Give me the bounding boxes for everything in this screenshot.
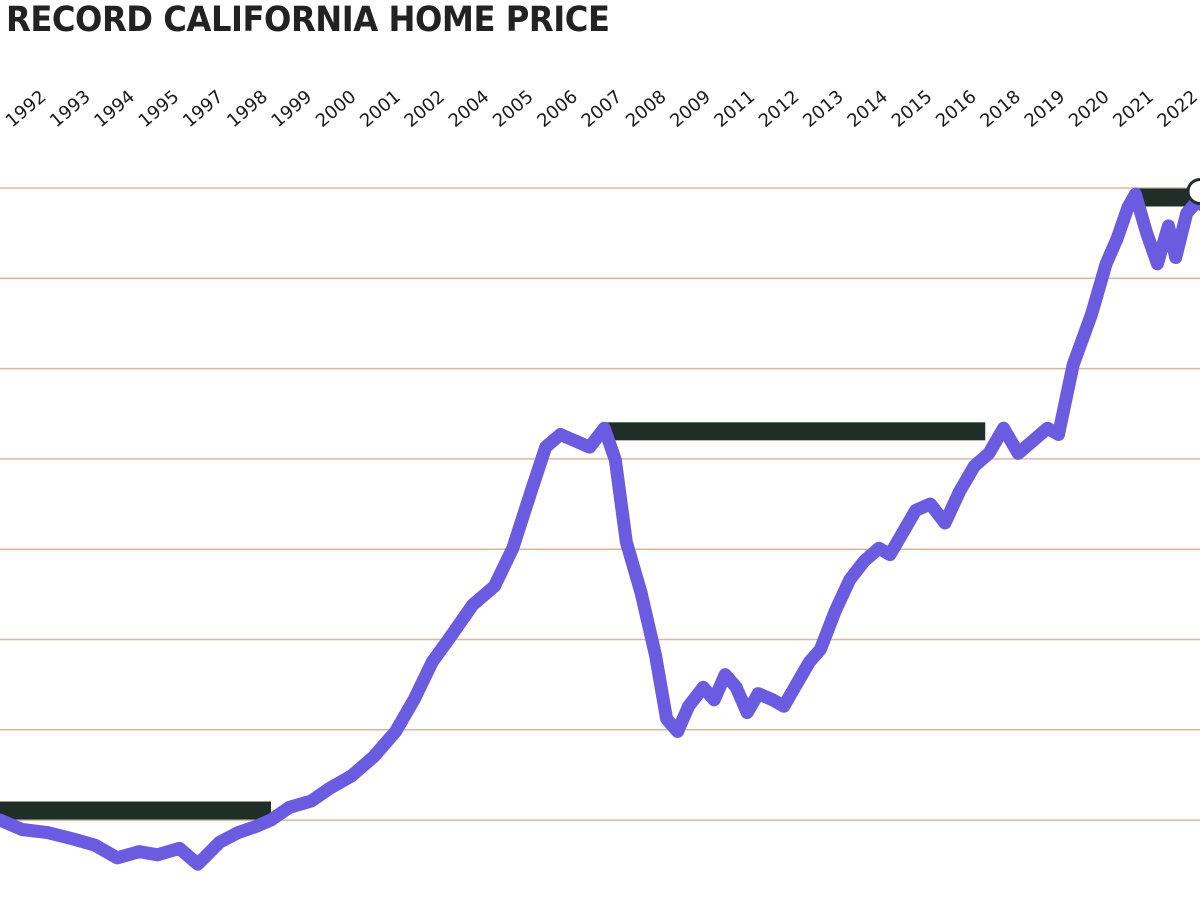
chart-title: RECORD CALIFORNIA HOME PRICE bbox=[6, 0, 610, 40]
x-tick-label: 2006 bbox=[533, 86, 582, 132]
x-tick-label: 2015 bbox=[888, 86, 937, 132]
x-tick-label: 2013 bbox=[799, 86, 848, 132]
x-tick-label: 2020 bbox=[1065, 86, 1114, 132]
x-tick-label: 2001 bbox=[356, 86, 405, 132]
x-tick-label: 2014 bbox=[843, 86, 892, 132]
x-tick-label: 2002 bbox=[400, 86, 449, 132]
record-plateau-bar bbox=[604, 422, 986, 441]
gridlines bbox=[0, 187, 1200, 821]
x-tick-label: 1997 bbox=[179, 86, 228, 132]
x-tick-labels: 1992199319941995199719981999200020012002… bbox=[2, 86, 1200, 132]
x-tick-label: 1993 bbox=[46, 86, 95, 132]
x-tick-label: 2012 bbox=[755, 86, 804, 132]
record-plateau-bar bbox=[1135, 188, 1198, 207]
x-tick-label: 1998 bbox=[223, 86, 272, 132]
x-tick-label: 2007 bbox=[578, 86, 627, 132]
x-tick-label: 2016 bbox=[932, 86, 981, 132]
x-tick-label: 2005 bbox=[489, 86, 538, 132]
record-marker bbox=[1186, 177, 1200, 205]
x-tick-label: 2011 bbox=[711, 86, 760, 132]
x-tick-label: 2009 bbox=[666, 86, 715, 132]
x-tick-label: 2022 bbox=[1154, 86, 1200, 132]
x-tick-label: 2004 bbox=[445, 86, 494, 132]
x-tick-label: 1995 bbox=[135, 86, 184, 132]
x-tick-label: 1999 bbox=[268, 86, 317, 132]
x-tick-label: 2000 bbox=[312, 86, 361, 132]
record-plateaus bbox=[0, 188, 1198, 820]
x-tick-label: 2019 bbox=[1021, 86, 1070, 132]
x-tick-label: 1994 bbox=[90, 86, 139, 132]
x-tick-label: 2008 bbox=[622, 86, 671, 132]
x-tick-label: 2018 bbox=[976, 86, 1025, 132]
x-tick-label: 2021 bbox=[1109, 86, 1158, 132]
price-line bbox=[0, 187, 1200, 871]
record-plateau-bar bbox=[0, 801, 272, 820]
x-tick-label: 1992 bbox=[2, 86, 51, 132]
